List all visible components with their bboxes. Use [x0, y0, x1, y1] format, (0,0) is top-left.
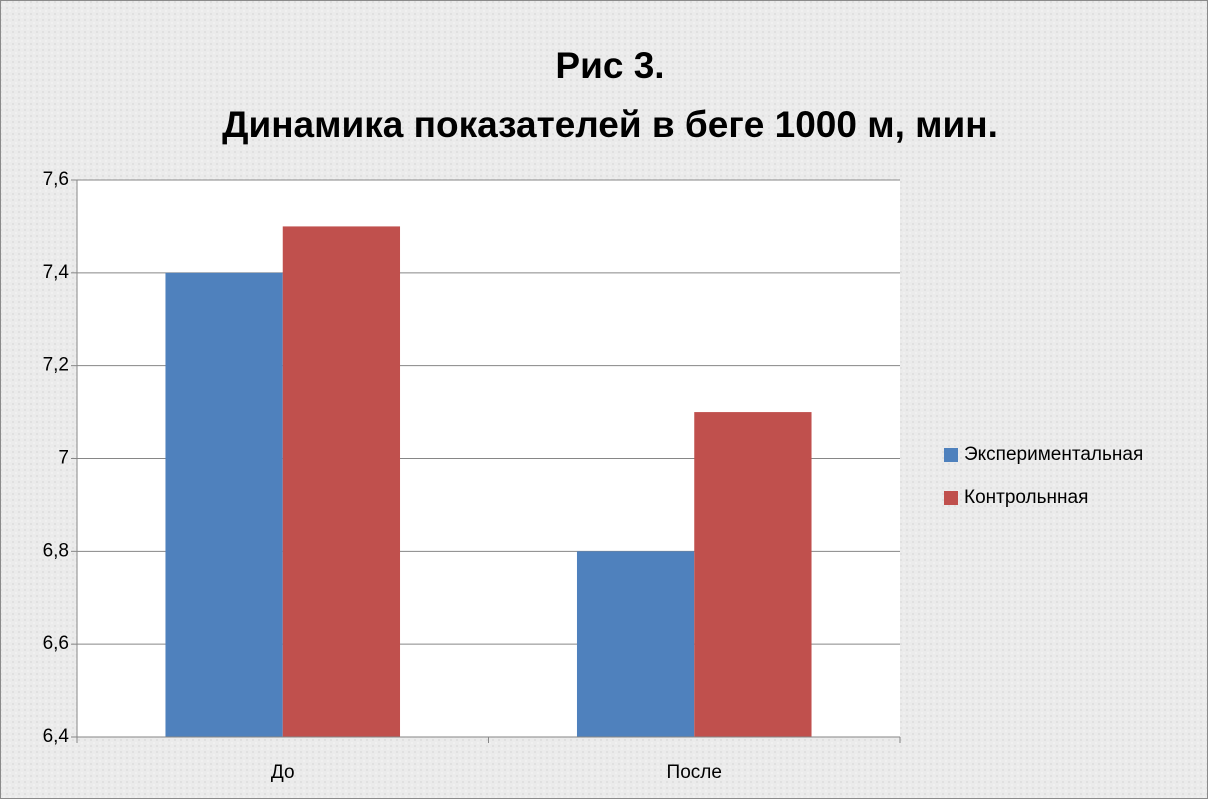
x-tick-label: До: [271, 762, 295, 783]
legend-label: Экспериментальная: [964, 444, 1143, 465]
y-tick-label: 6,4: [43, 726, 70, 747]
legend-label: Контрольнная: [964, 487, 1088, 508]
y-tick-label: 6,6: [43, 633, 69, 654]
bar: [165, 272, 283, 737]
y-tick-label: 7,2: [43, 355, 69, 376]
chart-title: Динамика показателей в беге 1000 м, мин.: [222, 104, 998, 145]
y-tick-label: 6,8: [43, 540, 69, 561]
y-tick-label: 7: [58, 448, 69, 469]
legend-swatch: [944, 448, 958, 462]
bar: [694, 412, 812, 737]
legend-swatch: [944, 491, 958, 505]
y-tick-label: 7,6: [43, 169, 69, 190]
bar: [576, 551, 695, 737]
bar: [282, 226, 401, 737]
x-tick-label: После: [667, 762, 722, 783]
y-tick-label: 7,4: [43, 262, 70, 283]
chart-title: Рис 3.: [555, 45, 664, 86]
